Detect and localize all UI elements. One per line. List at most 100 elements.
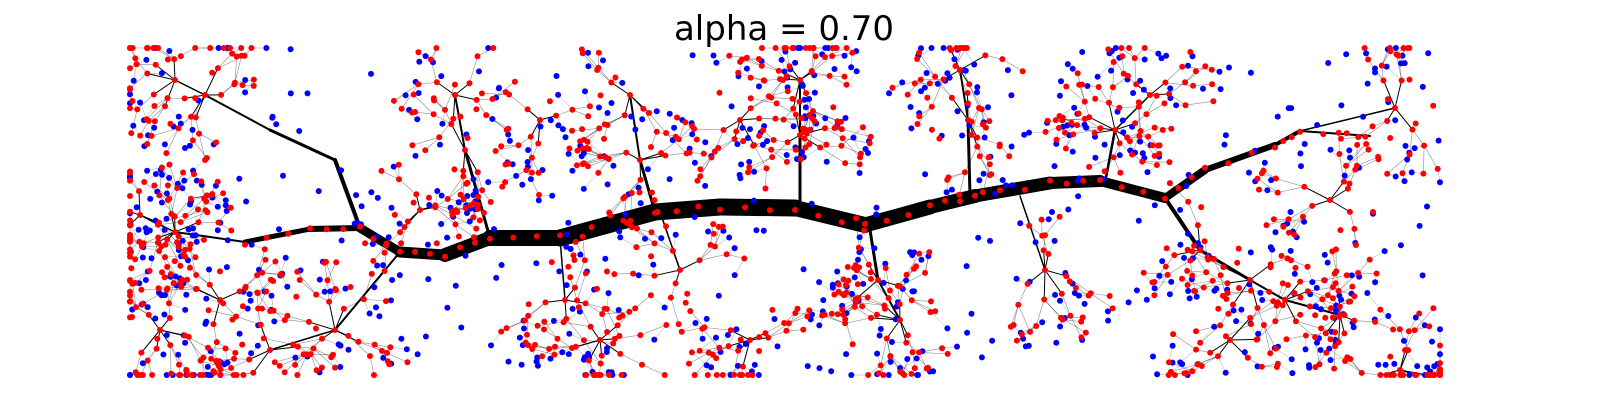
branch-node	[640, 105, 647, 112]
branch-node	[651, 197, 658, 204]
twig	[157, 221, 181, 226]
twig	[164, 79, 176, 107]
twig	[1146, 103, 1165, 115]
leaf-node	[637, 200, 644, 207]
branch-node	[903, 271, 910, 278]
leaf-node	[1287, 209, 1294, 215]
branch-node	[978, 106, 985, 113]
twig	[1090, 292, 1111, 297]
leaf-node	[1069, 148, 1076, 155]
twig	[343, 298, 365, 310]
leaf-node	[488, 342, 494, 349]
twig	[564, 299, 567, 320]
branch-node	[1378, 62, 1385, 69]
leaf-node	[849, 290, 855, 297]
trunk-segment	[551, 203, 664, 247]
twig	[639, 159, 642, 181]
branch-node	[868, 276, 875, 282]
twig	[209, 284, 221, 301]
twig	[544, 321, 558, 340]
branch-node	[166, 315, 173, 321]
twig	[679, 259, 701, 271]
twig	[1184, 65, 1206, 83]
branch-node	[601, 135, 607, 142]
branch-node	[371, 341, 378, 348]
leaf-edge	[1217, 356, 1226, 373]
branch-node	[546, 98, 553, 105]
branch-node	[760, 77, 767, 84]
branch-node	[1189, 272, 1196, 279]
branch-node	[294, 343, 301, 350]
leaf-node	[831, 66, 838, 72]
branch-node	[452, 81, 458, 88]
leaf-node	[559, 349, 566, 356]
leaf-node	[771, 316, 778, 322]
branch-node	[170, 212, 177, 219]
leaf-node	[1101, 141, 1108, 148]
leaf-node	[555, 91, 562, 98]
leaf-edge	[1349, 143, 1367, 158]
branch-node	[197, 372, 203, 378]
leaf-edge	[823, 299, 839, 315]
leaf-node	[1004, 67, 1011, 74]
branch-node	[503, 325, 510, 332]
branch-node	[1284, 282, 1291, 288]
branch-node	[151, 182, 158, 189]
branch-node	[151, 103, 158, 109]
branch-node	[1283, 336, 1290, 343]
trunk-node	[792, 207, 798, 213]
branch-node	[1215, 353, 1221, 360]
branch-node	[585, 146, 592, 152]
twig	[907, 79, 921, 95]
leaf-node	[222, 202, 229, 209]
branch-node	[1217, 322, 1224, 329]
twig	[1172, 333, 1197, 350]
branch-node	[413, 191, 420, 198]
branch-node	[167, 271, 174, 278]
leaf-node	[871, 245, 878, 252]
branch-node	[1193, 328, 1199, 335]
leaf-node	[1193, 293, 1200, 300]
branch-node	[401, 224, 408, 230]
branch-node	[1055, 125, 1062, 131]
branch-node	[976, 153, 983, 160]
twig	[964, 146, 978, 173]
hub-node	[797, 77, 803, 83]
twig	[1329, 181, 1345, 201]
branch-node	[1332, 329, 1339, 336]
trunk-node	[1280, 138, 1287, 144]
branch-node	[171, 258, 178, 265]
branch-node	[294, 268, 301, 275]
branch-node	[270, 278, 277, 284]
branch-node	[1354, 141, 1361, 148]
twig	[811, 47, 814, 72]
branch-node	[541, 326, 547, 333]
leaf-node	[1163, 52, 1170, 59]
branch-node	[141, 179, 148, 185]
leaf-node	[1169, 342, 1176, 349]
branch-node	[1190, 82, 1197, 89]
leaf-node	[943, 189, 950, 196]
leaf-node	[287, 90, 294, 97]
leaf-node	[1026, 129, 1032, 136]
twig	[819, 147, 846, 164]
branch-node	[1193, 346, 1200, 353]
branch-node	[675, 136, 682, 143]
twig	[811, 56, 826, 72]
leaf-node	[163, 215, 170, 222]
branch-node	[1124, 134, 1131, 141]
branch-node	[213, 139, 220, 146]
twig	[198, 133, 206, 161]
twig	[363, 298, 387, 302]
twig	[585, 303, 603, 315]
branch-node	[843, 81, 850, 88]
branch-node	[687, 308, 694, 315]
leaf-node	[860, 280, 867, 287]
leaf-node	[808, 200, 815, 207]
twig	[287, 315, 310, 323]
leaf-node	[537, 123, 544, 130]
branch-node	[1256, 186, 1262, 193]
branch-node	[628, 224, 635, 231]
branch-node	[877, 362, 884, 369]
branch-node	[806, 45, 813, 51]
